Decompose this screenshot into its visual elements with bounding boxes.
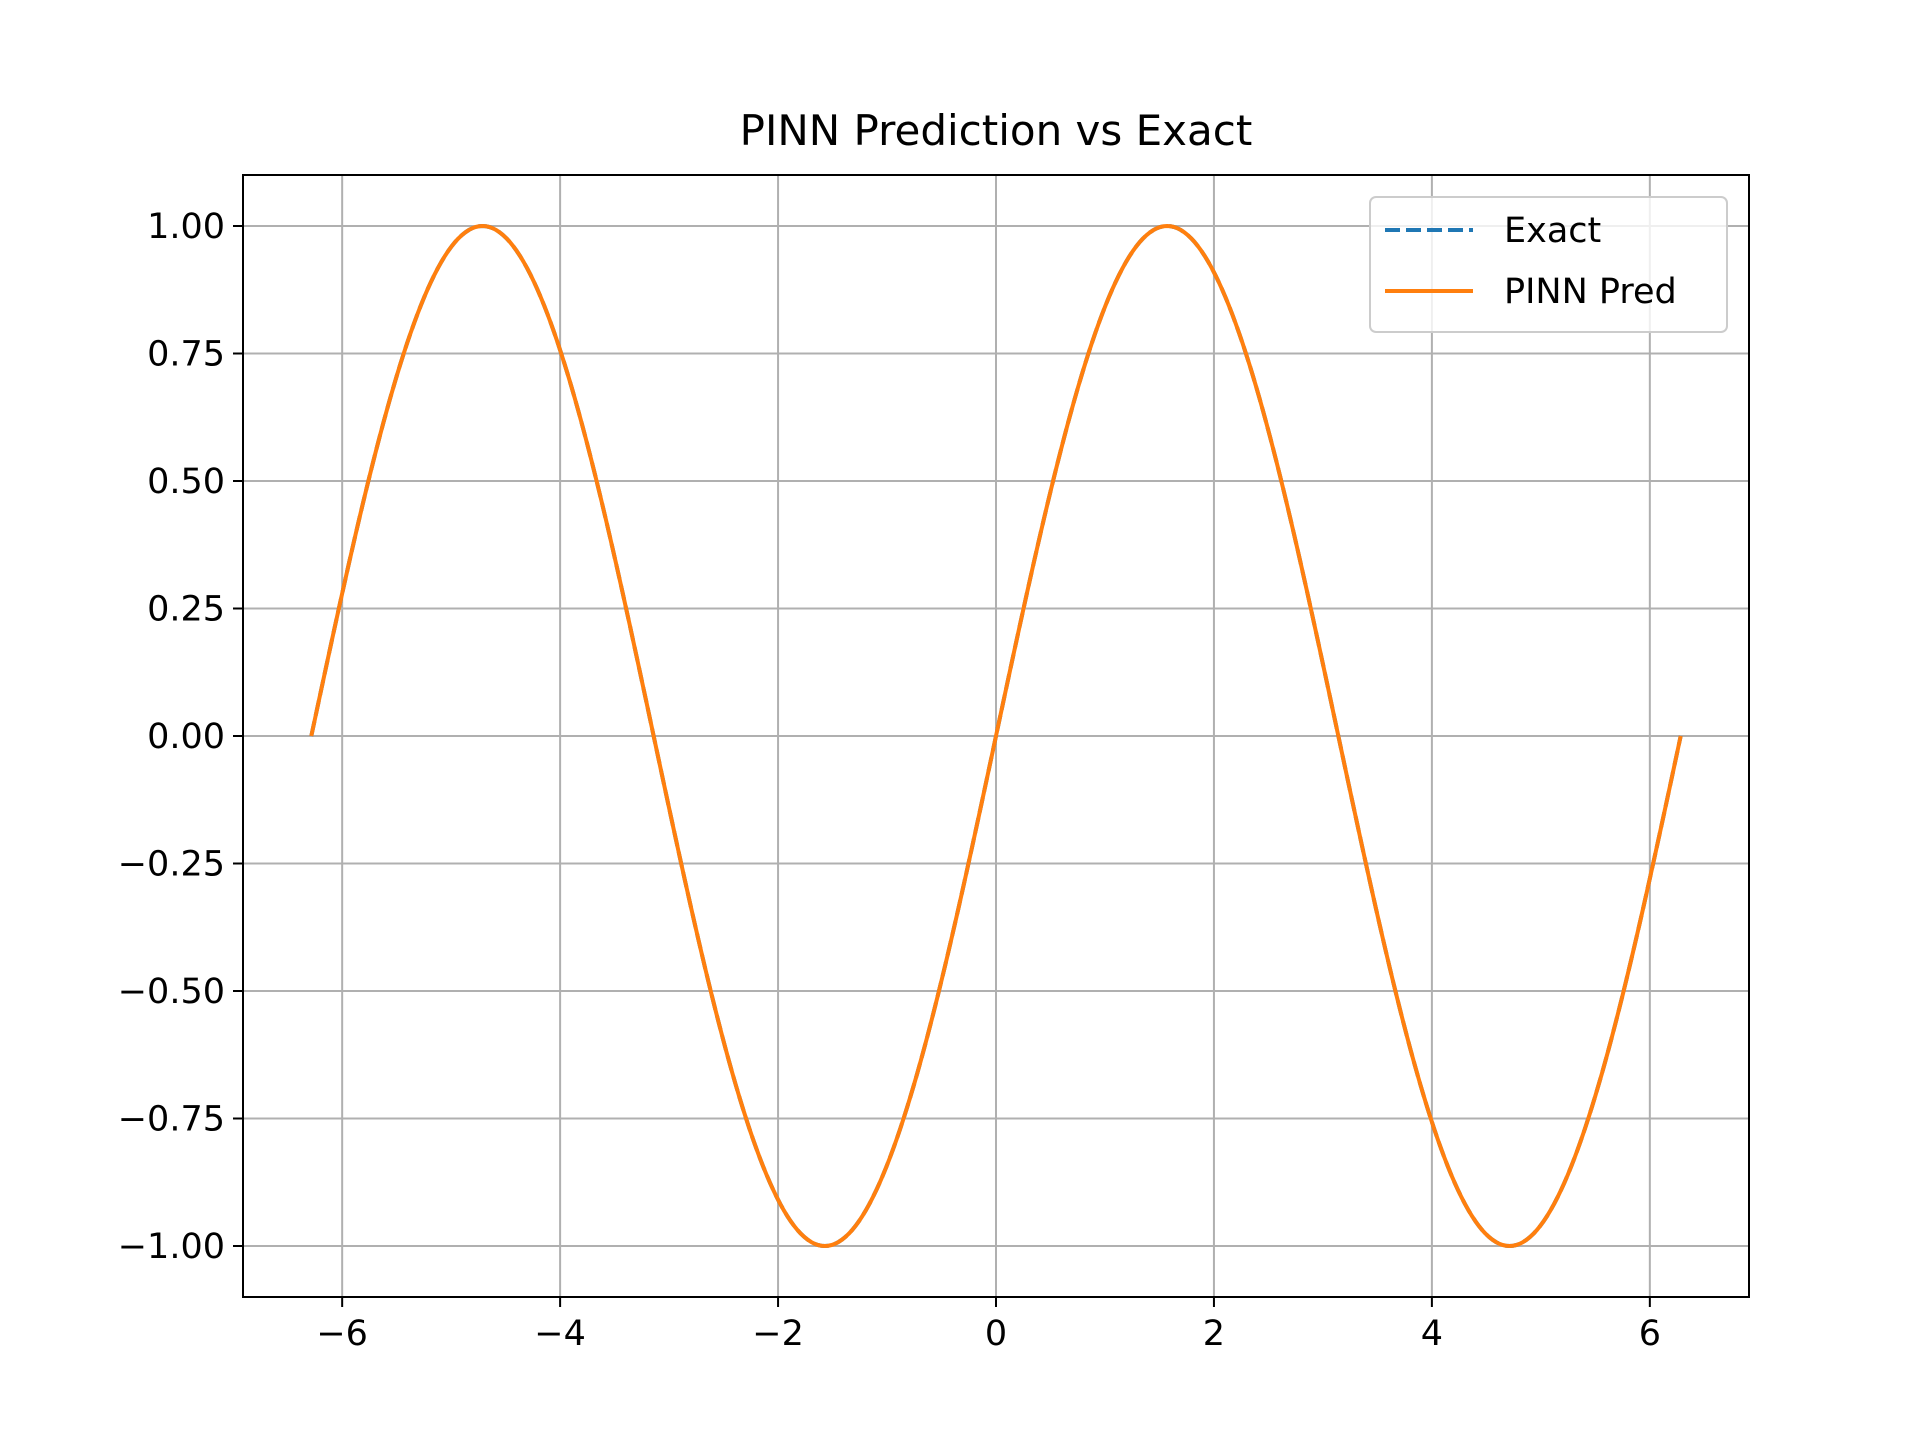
y-tick-label: 0.50 [147, 462, 225, 502]
y-tick-label: −0.50 [118, 972, 225, 1012]
y-axis: 1.00 0.75 0.50 0.25 0.00 −0.25 −0.50 −0.75 −1.00 [118, 207, 243, 1267]
x-tick-label: 0 [985, 1314, 1007, 1354]
x-tick-label: −4 [534, 1314, 586, 1354]
legend-label-exact: Exact [1504, 211, 1601, 251]
grid [243, 175, 1749, 1297]
y-tick-label: 1.00 [147, 207, 225, 247]
x-tick-label: 6 [1639, 1314, 1661, 1354]
x-tick-label: −6 [316, 1314, 368, 1354]
y-tick-label: 0.00 [147, 717, 225, 757]
x-axis: −6 −4 −2 0 2 4 6 [316, 1297, 1661, 1354]
series-lines [309, 224, 1683, 1248]
legend-label-pinn-pred: PINN Pred [1504, 272, 1677, 312]
y-tick-label: −0.75 [118, 1100, 225, 1140]
chart-title: PINN Prediction vs Exact [740, 106, 1253, 155]
x-tick-label: 4 [1421, 1314, 1443, 1354]
y-tick-label: −1.00 [118, 1227, 225, 1267]
x-tick-label: 2 [1203, 1314, 1225, 1354]
y-tick-label: 0.75 [147, 335, 225, 375]
x-tick-label: −2 [752, 1314, 804, 1354]
y-tick-label: −0.25 [118, 845, 225, 885]
y-tick-label: 0.25 [147, 590, 225, 630]
series-line-pinn-pred [309, 224, 1683, 1248]
legend: Exact PINN Pred [1369, 196, 1728, 333]
